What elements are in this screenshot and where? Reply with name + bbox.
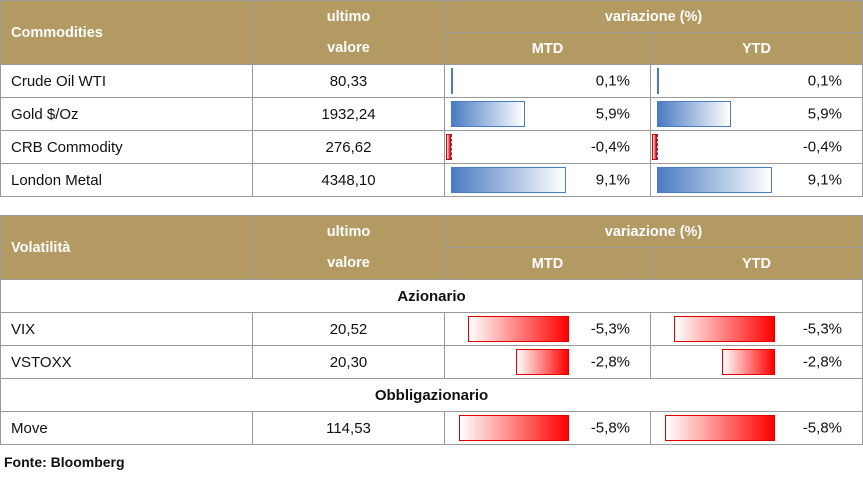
section-label: Azionario: [0, 279, 863, 313]
negative-bar: [651, 134, 657, 160]
row-ytd-value: -5,3%: [802, 320, 842, 338]
row-ytd-cell: -0,4%: [650, 130, 863, 164]
row-value: 1932,24: [252, 97, 445, 131]
ultimo-header: ultimo: [252, 0, 445, 33]
row-mtd-cell: -2,8%: [444, 345, 651, 379]
table-row: Crude Oil WTI 80,33 0,1% 0,1%: [0, 64, 863, 98]
negative-bar: [664, 415, 775, 441]
volatility-title: Volatilità: [0, 215, 253, 280]
source-footnote: Fonte: Bloomberg: [4, 454, 125, 470]
row-ytd-value: 0,1%: [807, 72, 842, 90]
commodities-table: Commodities ultimo variazione (%) valore…: [0, 0, 863, 197]
section-row: Obbligazionario: [0, 378, 863, 412]
zero-axis: [657, 134, 658, 160]
negative-bar: [458, 415, 569, 441]
row-value: 276,62: [252, 130, 445, 164]
row-value: 114,53: [252, 411, 445, 445]
row-mtd-value: -5,3%: [590, 320, 630, 338]
row-ytd-cell: -2,8%: [650, 345, 863, 379]
commodities-title: Commodities: [0, 0, 253, 65]
negative-bar: [674, 316, 775, 342]
row-ytd-value: -0,4%: [802, 138, 842, 156]
negative-bar: [468, 316, 569, 342]
row-ytd-cell: 9,1%: [650, 163, 863, 197]
row-ytd-cell: 0,1%: [650, 64, 863, 98]
positive-bar: [657, 68, 659, 94]
row-name: CRB Commodity: [0, 130, 253, 164]
row-mtd-value: 5,9%: [595, 105, 630, 123]
table-row: VIX 20,52 -5,3% -5,3%: [0, 312, 863, 346]
ultimo-header: ultimo: [252, 215, 445, 248]
positive-bar: [451, 101, 526, 127]
row-mtd-cell: -0,4%: [444, 130, 651, 164]
positive-bar: [451, 167, 566, 193]
row-mtd-cell: -5,3%: [444, 312, 651, 346]
row-ytd-value: -2,8%: [802, 353, 842, 371]
negative-bar: [445, 134, 451, 160]
row-mtd-value: 0,1%: [595, 72, 630, 90]
row-name: VIX: [0, 312, 253, 346]
row-value: 20,52: [252, 312, 445, 346]
row-value: 4348,10: [252, 163, 445, 197]
table-row: London Metal 4348,10 9,1% 9,1%: [0, 163, 863, 197]
negative-bar: [721, 349, 775, 375]
row-mtd-value: -5,8%: [590, 419, 630, 437]
valore-header: valore: [252, 247, 445, 280]
row-mtd-value: 9,1%: [595, 171, 630, 189]
row-mtd-cell: 5,9%: [444, 97, 651, 131]
valore-header: valore: [252, 32, 445, 65]
row-name: Crude Oil WTI: [0, 64, 253, 98]
zero-axis: [451, 134, 452, 160]
section-label: Obbligazionario: [0, 378, 863, 412]
row-ytd-cell: -5,3%: [650, 312, 863, 346]
volatility-table: Volatilità ultimo variazione (%) valore …: [0, 215, 863, 445]
row-ytd-value: 9,1%: [807, 171, 842, 189]
row-value: 80,33: [252, 64, 445, 98]
variazione-header: variazione (%): [444, 215, 863, 248]
row-mtd-cell: 0,1%: [444, 64, 651, 98]
row-name: Move: [0, 411, 253, 445]
section-row: Azionario: [0, 279, 863, 313]
table-row: Gold $/Oz 1932,24 5,9% 5,9%: [0, 97, 863, 131]
ytd-header: YTD: [650, 32, 863, 65]
row-name: VSTOXX: [0, 345, 253, 379]
row-ytd-value: 5,9%: [807, 105, 842, 123]
table-row: Move 114,53 -5,8% -5,8%: [0, 411, 863, 445]
negative-bar: [515, 349, 569, 375]
row-mtd-cell: 9,1%: [444, 163, 651, 197]
row-ytd-cell: 5,9%: [650, 97, 863, 131]
row-name: Gold $/Oz: [0, 97, 253, 131]
row-mtd-value: -2,8%: [590, 353, 630, 371]
mtd-header: MTD: [444, 32, 651, 65]
row-mtd-cell: -5,8%: [444, 411, 651, 445]
mtd-header: MTD: [444, 247, 651, 280]
positive-bar: [657, 101, 732, 127]
table-row: VSTOXX 20,30 -2,8% -2,8%: [0, 345, 863, 379]
positive-bar: [451, 68, 453, 94]
variazione-header: variazione (%): [444, 0, 863, 33]
row-value: 20,30: [252, 345, 445, 379]
row-ytd-value: -5,8%: [802, 419, 842, 437]
ytd-header: YTD: [650, 247, 863, 280]
row-name: London Metal: [0, 163, 253, 197]
table-row: CRB Commodity 276,62 -0,4% -0,4%: [0, 130, 863, 164]
row-mtd-value: -0,4%: [590, 138, 630, 156]
positive-bar: [657, 167, 772, 193]
row-ytd-cell: -5,8%: [650, 411, 863, 445]
